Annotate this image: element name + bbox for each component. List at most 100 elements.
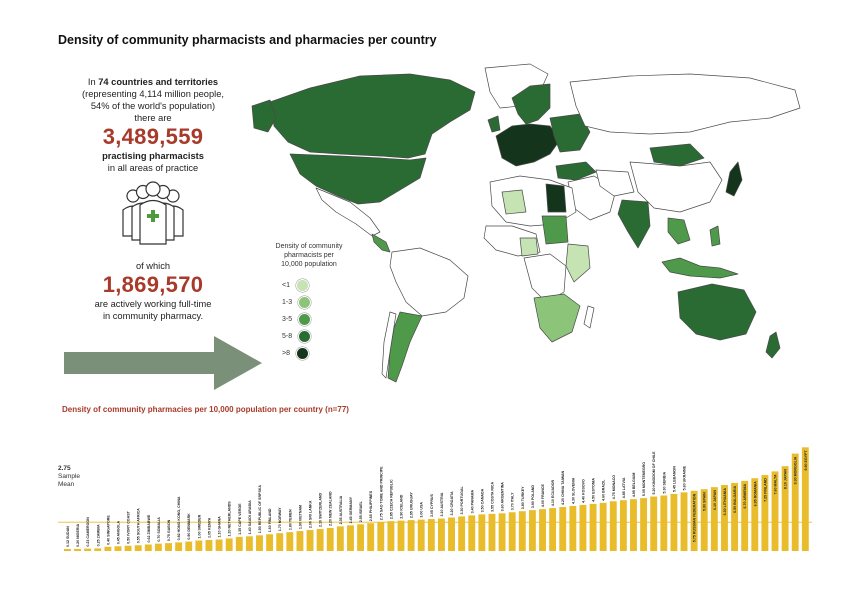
bar-chart-title: Density of community pharmacies per 10,0… [62,405,349,414]
bar [215,539,223,551]
bar [427,519,435,551]
mean-value-label: 2.75 [58,465,71,472]
bar-label: 0.70 SOMALIA [157,517,161,542]
bar-label: 4.50 ESTONIA [592,478,596,502]
bar-label: 0.23 CAMEROON [86,517,90,547]
summary-line-2: (representing 4,114 million people, [82,89,224,99]
bar-label: 1.70 NORWAY [278,507,282,531]
bar [438,518,445,551]
arrow-graphic [64,336,262,390]
legend-item-gt8: >8 [282,345,354,362]
bar [660,495,668,551]
legend-item-3-5: 3-5 [282,311,354,328]
bar-label: 7.25 FINLAND [763,478,767,502]
bar-label: 4.60 BRAZIL [602,479,606,501]
mean-label-line-1: Sample [58,473,81,480]
bar [619,500,627,551]
bar [94,548,102,551]
bar-label: 4.00 FRANCE [541,484,545,508]
bar [468,515,476,551]
bar-label: 3.60 ARGENTINA [501,482,505,512]
legend-item-lt1: <1 [282,277,354,294]
bar [731,482,739,551]
map-region-south-america-north [389,247,469,317]
map-region-nigeria [519,237,539,257]
bar [448,517,455,551]
map-region-egypt [545,183,567,213]
world-map [251,63,801,383]
bar [114,546,122,551]
bar-label: 1.05 KENYA [207,517,211,538]
bar-label: 2.75 SAO TOME AND PRINCIPE [379,466,383,520]
bar [387,521,395,551]
map-region-australia [677,283,757,341]
bar [205,540,213,551]
bar [74,548,81,551]
bar-label: 2.10 SWITZERLAND [319,492,323,527]
bar-label: 1.60 FINLAND [268,508,272,532]
summary-line-1: In 74 countries and territories [58,76,248,88]
map-region-mongolia [649,143,705,167]
summary-panel: In 74 countries and territories (represe… [58,76,248,322]
map-region-sudan [541,215,569,245]
chart-title: Density of community pharmacists and pha… [58,33,437,47]
map-region-east-africa [565,243,591,283]
bar-label: 1.20 NETHERLANDS [228,501,232,537]
bar-label: 0.50 IVORY COAST [127,510,131,543]
bar-label: 0.62 ZIMBABWE [147,514,151,542]
bar [791,453,799,551]
bar [478,514,486,551]
bar-label: 3.40 PANAMA [470,489,474,513]
bar [690,490,698,551]
legend-swatch-1-3 [298,296,312,309]
summary-line-5: practising pharmacists [102,151,204,161]
bar [235,536,243,551]
bar [539,509,546,551]
bar [417,519,425,551]
map-region-alaska [251,99,277,133]
legend-title-3: 10,000 population [281,261,337,268]
bar [296,531,304,551]
bar-label: 2.00 SRI LANKA [309,500,313,528]
bar-label: 4.40 KOSOVO [581,479,585,503]
bar-label: 5.20 KINGDOM OF CHILE [652,451,656,495]
legend-label-lt1: <1 [282,282,290,289]
legend-item-1-3: 1-3 [282,294,354,311]
bar-label: 1.50 REPUBLIC OF SRPSKA [258,485,262,534]
bar-label: 8.10 JAPAN [784,469,788,489]
map-region-scandinavia [511,83,551,125]
bar-label: 2.45 GERMANY [349,496,353,523]
bar-label: 3.55 COSTA RICA [490,481,494,511]
pharmacists-total: 3,489,559 [102,124,204,149]
bar-label: 0.12 SUDAN [66,526,70,547]
bar-label: 0.82 HONG KONG, CHINA [177,496,181,540]
bar-label: 0.45 ANGOLA [116,520,120,544]
bar [549,508,557,551]
bar-label: 4.85 LATVIA [622,477,626,498]
map-region-southeast-asia [667,217,691,245]
map-region-madagascar [583,305,595,329]
bar-label: 5.05 MONTENEGRO [642,462,646,496]
people-group-icon [122,181,184,245]
bar-label: 3.90 POLAND [531,485,535,509]
bar-label: 5.60 UKRAINE [683,465,687,490]
map-region-russia [569,73,801,135]
bar [84,548,92,551]
bar [245,536,253,551]
bar [488,513,496,551]
bar-label: 2.90 ICELAND [400,494,404,518]
bar-label: 3.05 CYPRUS [430,493,434,517]
bar [458,516,466,551]
summary-prefix: In [87,77,99,87]
map-legend: Density of community pharmacists per 10,… [264,242,354,362]
bar-label: 0.75 GABON [167,519,171,541]
bar [165,543,172,551]
map-region-new-zealand [765,331,781,359]
map-region-philippines [709,225,721,247]
bar-label: 0.90 DENMARK [187,513,191,540]
bar-label: 1.40 SAUDI ARABIA [248,500,252,534]
bar-label: 1.80 YEMEN [288,509,292,530]
bar-label: 2.55 ISRAEL [359,500,363,522]
bar [316,529,324,551]
